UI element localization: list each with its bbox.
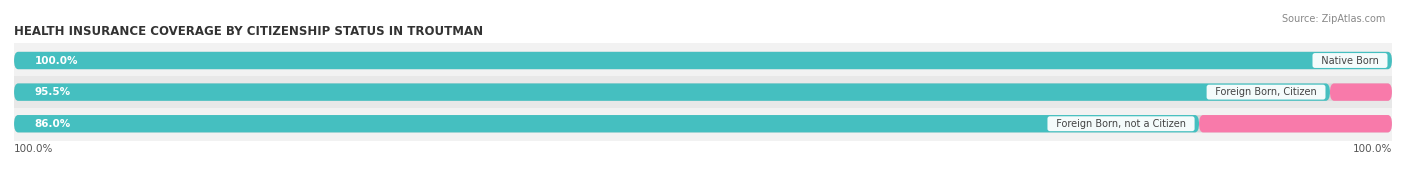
- FancyBboxPatch shape: [14, 83, 1392, 101]
- Text: Source: ZipAtlas.com: Source: ZipAtlas.com: [1281, 14, 1385, 24]
- Text: HEALTH INSURANCE COVERAGE BY CITIZENSHIP STATUS IN TROUTMAN: HEALTH INSURANCE COVERAGE BY CITIZENSHIP…: [14, 25, 484, 38]
- Bar: [14, 76, 1392, 108]
- FancyBboxPatch shape: [14, 115, 1199, 132]
- FancyBboxPatch shape: [1199, 115, 1392, 132]
- FancyBboxPatch shape: [14, 83, 1330, 101]
- Text: Foreign Born, not a Citizen: Foreign Born, not a Citizen: [1050, 119, 1192, 129]
- Text: 100.0%: 100.0%: [14, 144, 53, 154]
- Text: 95.5%: 95.5%: [35, 87, 70, 97]
- Text: 86.0%: 86.0%: [35, 119, 70, 129]
- Bar: [14, 108, 1392, 140]
- FancyBboxPatch shape: [14, 115, 1392, 132]
- FancyBboxPatch shape: [14, 52, 1392, 69]
- Bar: [14, 45, 1392, 76]
- Text: 100.0%: 100.0%: [35, 55, 79, 65]
- Text: Foreign Born, Citizen: Foreign Born, Citizen: [1209, 87, 1323, 97]
- Text: Native Born: Native Born: [1315, 55, 1385, 65]
- FancyBboxPatch shape: [1330, 83, 1392, 101]
- FancyBboxPatch shape: [14, 52, 1392, 69]
- Text: 100.0%: 100.0%: [1353, 144, 1392, 154]
